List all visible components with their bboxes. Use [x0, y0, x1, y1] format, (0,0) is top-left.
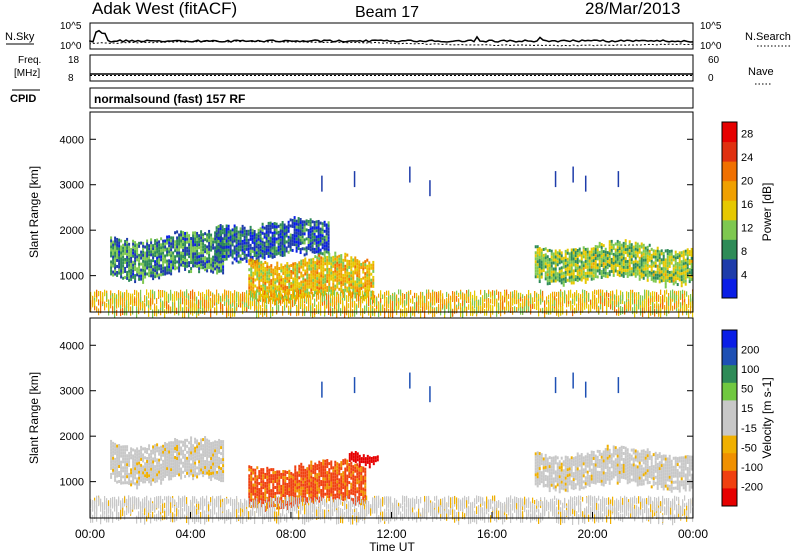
station-title: Adak West (fitACF) [92, 0, 237, 18]
freq-unit-label: [MHz] [14, 68, 40, 79]
freq-left-tick-top: 18 [68, 55, 80, 66]
power-colorbar-tick-label: 12 [741, 223, 753, 235]
freq-left-tick-bottom: 8 [68, 73, 74, 84]
velocity-colorbar: 200 100 50 15 -15 -50 -100 -200 [722, 330, 763, 507]
power-y-tick-label: 2000 [60, 225, 84, 237]
power-colorbar-tick-label: 20 [741, 176, 753, 188]
search-right-label: N.Search [745, 31, 791, 43]
sky-noise-panel: N.Sky 10^5 10^0 10^5 10^0 N.Search [5, 21, 791, 52]
nave-right-label: Nave [748, 66, 774, 78]
power-colorbar-swatch [722, 142, 737, 162]
time-x-tick-label: 00:00 [75, 527, 105, 541]
sky-right-tick-top: 10^5 [700, 21, 722, 32]
velocity-colorbar-tick-label: 15 [741, 403, 753, 415]
beam-title: Beam 17 [355, 4, 419, 21]
velocity-colorbar-swatch [722, 453, 737, 471]
vel-y-tick-label: 3000 [60, 386, 84, 398]
power-colorbar-tick-label: 8 [741, 246, 747, 258]
time-x-tick-label: 12:00 [376, 527, 406, 541]
power-colorbar-tick-label: 24 [741, 152, 753, 164]
power-colorbar-swatch [722, 239, 737, 259]
power-colorbar-swatch [722, 278, 737, 298]
cpid-text: normalsound (fast) 157 RF [94, 92, 245, 106]
velocity-colorbar-swatch [722, 383, 737, 401]
velocity-colorbar-tick-label: -50 [741, 442, 757, 454]
time-x-tick-label: 00:00 [678, 527, 708, 541]
velocity-colorbar-swatch [722, 418, 737, 436]
time-x-tick-label: 16:00 [477, 527, 507, 541]
power-y-axis-label: Slant Range [km] [27, 166, 41, 258]
velocity-colorbar-label: Velocity [m s-1] [760, 377, 774, 458]
velocity-colorbar-swatch [722, 471, 737, 489]
time-axis-label: Time UT [369, 540, 415, 554]
velocity-colorbar-swatch [722, 365, 737, 383]
power-y-tick-label: 4000 [60, 134, 84, 146]
sky-left-tick-bottom: 10^0 [60, 41, 82, 52]
time-x-tick-label: 08:00 [276, 527, 306, 541]
power-colorbar: 4 8 12 16 20 24 28 [722, 122, 753, 299]
velocity-colorbar-tick-label: -15 [741, 423, 757, 435]
power-colorbar-swatch [722, 161, 737, 181]
velocity-colorbar-tick-label: -100 [741, 462, 763, 474]
frequency-panel: Freq. [MHz] 18 8 60 0 Nave [14, 55, 774, 84]
velocity-colorbar-tick-label: 100 [741, 364, 759, 376]
power-colorbar-tick-label: 16 [741, 199, 753, 211]
power-panel: 1000 2000 3000 4000 Slant Range [km] [27, 112, 693, 319]
freq-label: Freq. [18, 55, 41, 66]
cpid-panel: CPID normalsound (fast) 157 RF [10, 88, 693, 108]
velocity-colorbar-tick-label: 200 [741, 345, 759, 357]
sky-left-tick-top: 10^5 [60, 21, 82, 32]
power-colorbar-tick-label: 28 [741, 129, 753, 141]
velocity-colorbar-swatch [722, 348, 737, 366]
velocity-y-axis-label: Slant Range [km] [27, 372, 41, 464]
power-colorbar-label: Power [dB] [760, 183, 774, 242]
sky-right-tick-bottom: 10^0 [700, 41, 722, 52]
power-colorbar-swatch [722, 200, 737, 220]
cpid-label: CPID [10, 93, 36, 105]
power-colorbar-tick-label: 4 [741, 270, 747, 282]
power-colorbar-swatch [722, 122, 737, 142]
velocity-panel: 1000 2000 3000 4000 00:00 04:00 08:00 12:00 16:… [27, 318, 708, 554]
time-x-tick-label: 20:00 [577, 527, 607, 541]
sky-left-label: N.Sky [5, 31, 35, 43]
power-colorbar-swatch [722, 220, 737, 240]
vel-y-tick-label: 1000 [60, 477, 84, 489]
time-x-tick-label: 04:00 [175, 527, 205, 541]
velocity-colorbar-swatch [722, 436, 737, 454]
velocity-colorbar-swatch [722, 400, 737, 418]
velocity-colorbar-swatch [722, 330, 737, 348]
power-y-tick-label: 3000 [60, 180, 84, 192]
vel-y-tick-label: 4000 [60, 340, 84, 352]
power-y-tick-label: 1000 [60, 271, 84, 283]
velocity-colorbar-tick-label: -200 [741, 481, 763, 493]
nave-right-tick-bottom: 0 [708, 73, 714, 84]
power-colorbar-swatch [722, 259, 737, 279]
velocity-colorbar-swatch [722, 488, 737, 506]
nave-right-tick-top: 60 [708, 55, 720, 66]
velocity-colorbar-tick-label: 50 [741, 384, 753, 396]
vel-y-tick-label: 2000 [60, 431, 84, 443]
date-title: 28/Mar/2013 [585, 0, 680, 18]
power-colorbar-swatch [722, 181, 737, 201]
